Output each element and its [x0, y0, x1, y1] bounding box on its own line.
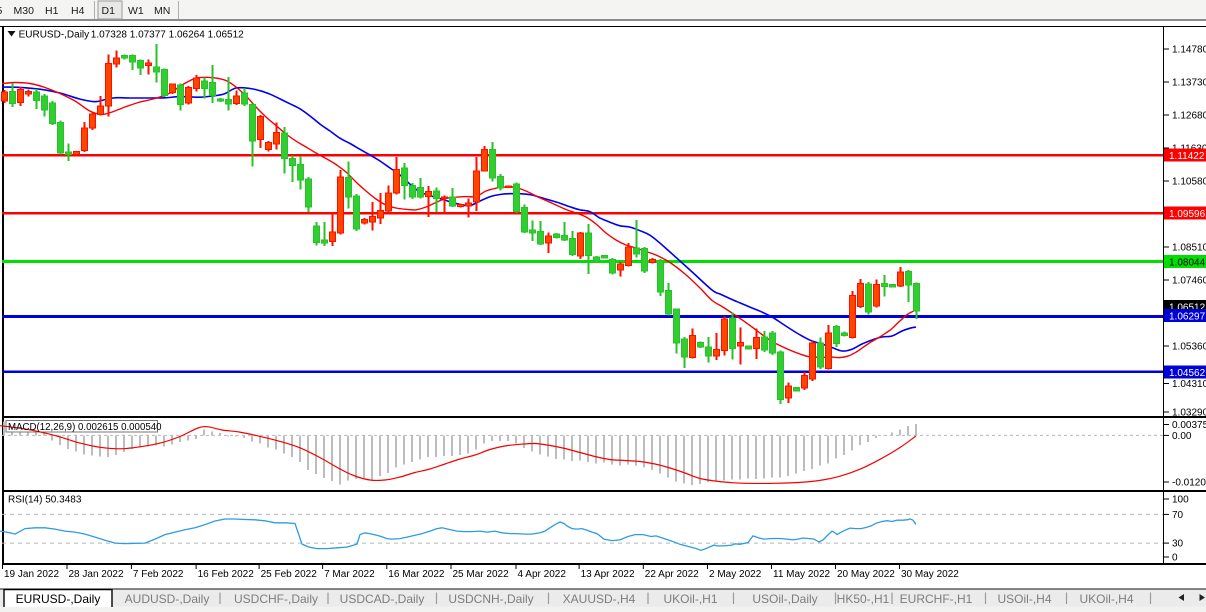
- svg-text:D1: D1: [102, 5, 116, 17]
- svg-text:19 Jan 2022: 19 Jan 2022: [4, 569, 59, 580]
- svg-text:1.07460: 1.07460: [1172, 276, 1206, 287]
- svg-text:H4: H4: [71, 5, 85, 17]
- svg-text:MACD(12,26,9) 0.002615 0.00054: MACD(12,26,9) 0.002615 0.000540: [8, 422, 162, 433]
- svg-text:HK50-,H1: HK50-,H1: [837, 592, 890, 606]
- svg-text:4 Apr 2022: 4 Apr 2022: [518, 569, 567, 580]
- svg-text:1.07328 1.07377 1.06264 1.0651: 1.07328 1.07377 1.06264 1.06512: [91, 30, 244, 41]
- svg-text:EURCHF-,H1: EURCHF-,H1: [900, 592, 973, 606]
- svg-text:H1: H1: [45, 5, 59, 17]
- svg-text:30: 30: [1172, 539, 1184, 550]
- svg-text:UKOil-,H4: UKOil-,H4: [1079, 592, 1133, 606]
- svg-text:25 Mar 2022: 25 Mar 2022: [453, 569, 510, 580]
- svg-text:7 Mar 2022: 7 Mar 2022: [324, 569, 375, 580]
- svg-text:1.11422: 1.11422: [1169, 151, 1205, 162]
- svg-text:1.08510: 1.08510: [1172, 243, 1206, 254]
- svg-text:1.09596: 1.09596: [1169, 209, 1206, 220]
- svg-text:100: 100: [1172, 495, 1189, 506]
- svg-text:RSI(14) 50.3483: RSI(14) 50.3483: [8, 495, 82, 506]
- svg-text:70: 70: [1172, 510, 1184, 521]
- svg-text:USOil-,Daily: USOil-,Daily: [752, 592, 817, 606]
- svg-text:13 Apr 2022: 13 Apr 2022: [581, 569, 635, 580]
- svg-text:EURUSD-,Daily: EURUSD-,Daily: [16, 592, 101, 606]
- svg-text:MN: MN: [154, 5, 170, 17]
- svg-text:1.06512: 1.06512: [1169, 302, 1206, 313]
- svg-text:30 May 2022: 30 May 2022: [901, 569, 959, 580]
- svg-text:1.13730: 1.13730: [1172, 78, 1206, 89]
- svg-text:USDCAD-,Daily: USDCAD-,Daily: [340, 592, 425, 606]
- svg-text:2 May 2022: 2 May 2022: [709, 569, 762, 580]
- svg-text:16 Mar 2022: 16 Mar 2022: [388, 569, 445, 580]
- svg-text:M30: M30: [14, 5, 35, 17]
- svg-text:USDCNH-,Daily: USDCNH-,Daily: [448, 592, 533, 606]
- svg-text:USDCHF-,Daily: USDCHF-,Daily: [234, 592, 318, 606]
- svg-text:1.08044: 1.08044: [1169, 257, 1206, 268]
- svg-text:-0.012075: -0.012075: [1172, 478, 1206, 489]
- svg-text:XAUUSD-,H4: XAUUSD-,H4: [563, 592, 636, 606]
- svg-text:1.06297: 1.06297: [1169, 311, 1206, 322]
- svg-text:1.05360: 1.05360: [1172, 342, 1206, 353]
- svg-text:W1: W1: [128, 5, 144, 17]
- svg-text:7 Feb 2022: 7 Feb 2022: [133, 569, 184, 580]
- svg-text:1.14780: 1.14780: [1172, 45, 1206, 56]
- svg-text:1.04562: 1.04562: [1169, 368, 1206, 379]
- svg-text:USOil-,H4: USOil-,H4: [997, 592, 1051, 606]
- svg-text:22 Apr 2022: 22 Apr 2022: [645, 569, 699, 580]
- svg-text:1.04310: 1.04310: [1172, 379, 1206, 390]
- svg-text:5: 5: [0, 5, 3, 17]
- svg-text:28 Jan 2022: 28 Jan 2022: [69, 569, 124, 580]
- svg-text:UKOil-,H1: UKOil-,H1: [663, 592, 717, 606]
- svg-text:AUDUSD-,Daily: AUDUSD-,Daily: [125, 592, 210, 606]
- svg-text:1.10580: 1.10580: [1172, 177, 1206, 188]
- svg-text:0.00: 0.00: [1172, 431, 1192, 442]
- svg-text:16 Feb 2022: 16 Feb 2022: [198, 569, 255, 580]
- svg-text:0: 0: [1172, 553, 1178, 564]
- svg-text:11 May 2022: 11 May 2022: [773, 569, 831, 580]
- svg-text:1.03290: 1.03290: [1172, 408, 1206, 419]
- svg-text:EURUSD-,Daily: EURUSD-,Daily: [19, 30, 90, 41]
- svg-text:25 Feb 2022: 25 Feb 2022: [261, 569, 318, 580]
- svg-text:0.003758: 0.003758: [1172, 420, 1206, 431]
- svg-text:1.12680: 1.12680: [1172, 111, 1206, 122]
- svg-text:20 May 2022: 20 May 2022: [837, 569, 895, 580]
